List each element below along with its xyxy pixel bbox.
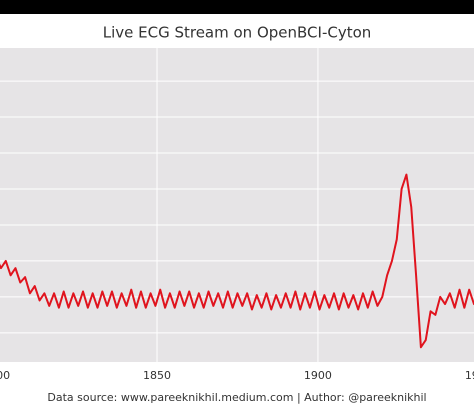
x-tick-label: 1850	[143, 369, 171, 382]
ecg-line	[0, 173, 474, 349]
plot-area	[0, 48, 474, 362]
source-note: Data source: www.pareeknikhil.medium.com…	[47, 391, 426, 404]
x-tick-label: 1800	[0, 369, 10, 382]
plot-background	[0, 48, 474, 362]
top-bar	[0, 0, 474, 14]
chart-title: Live ECG Stream on OpenBCI-Cyton	[103, 24, 372, 42]
x-tick-label: 1900	[304, 369, 332, 382]
x-tick-label: 1950	[465, 369, 474, 382]
